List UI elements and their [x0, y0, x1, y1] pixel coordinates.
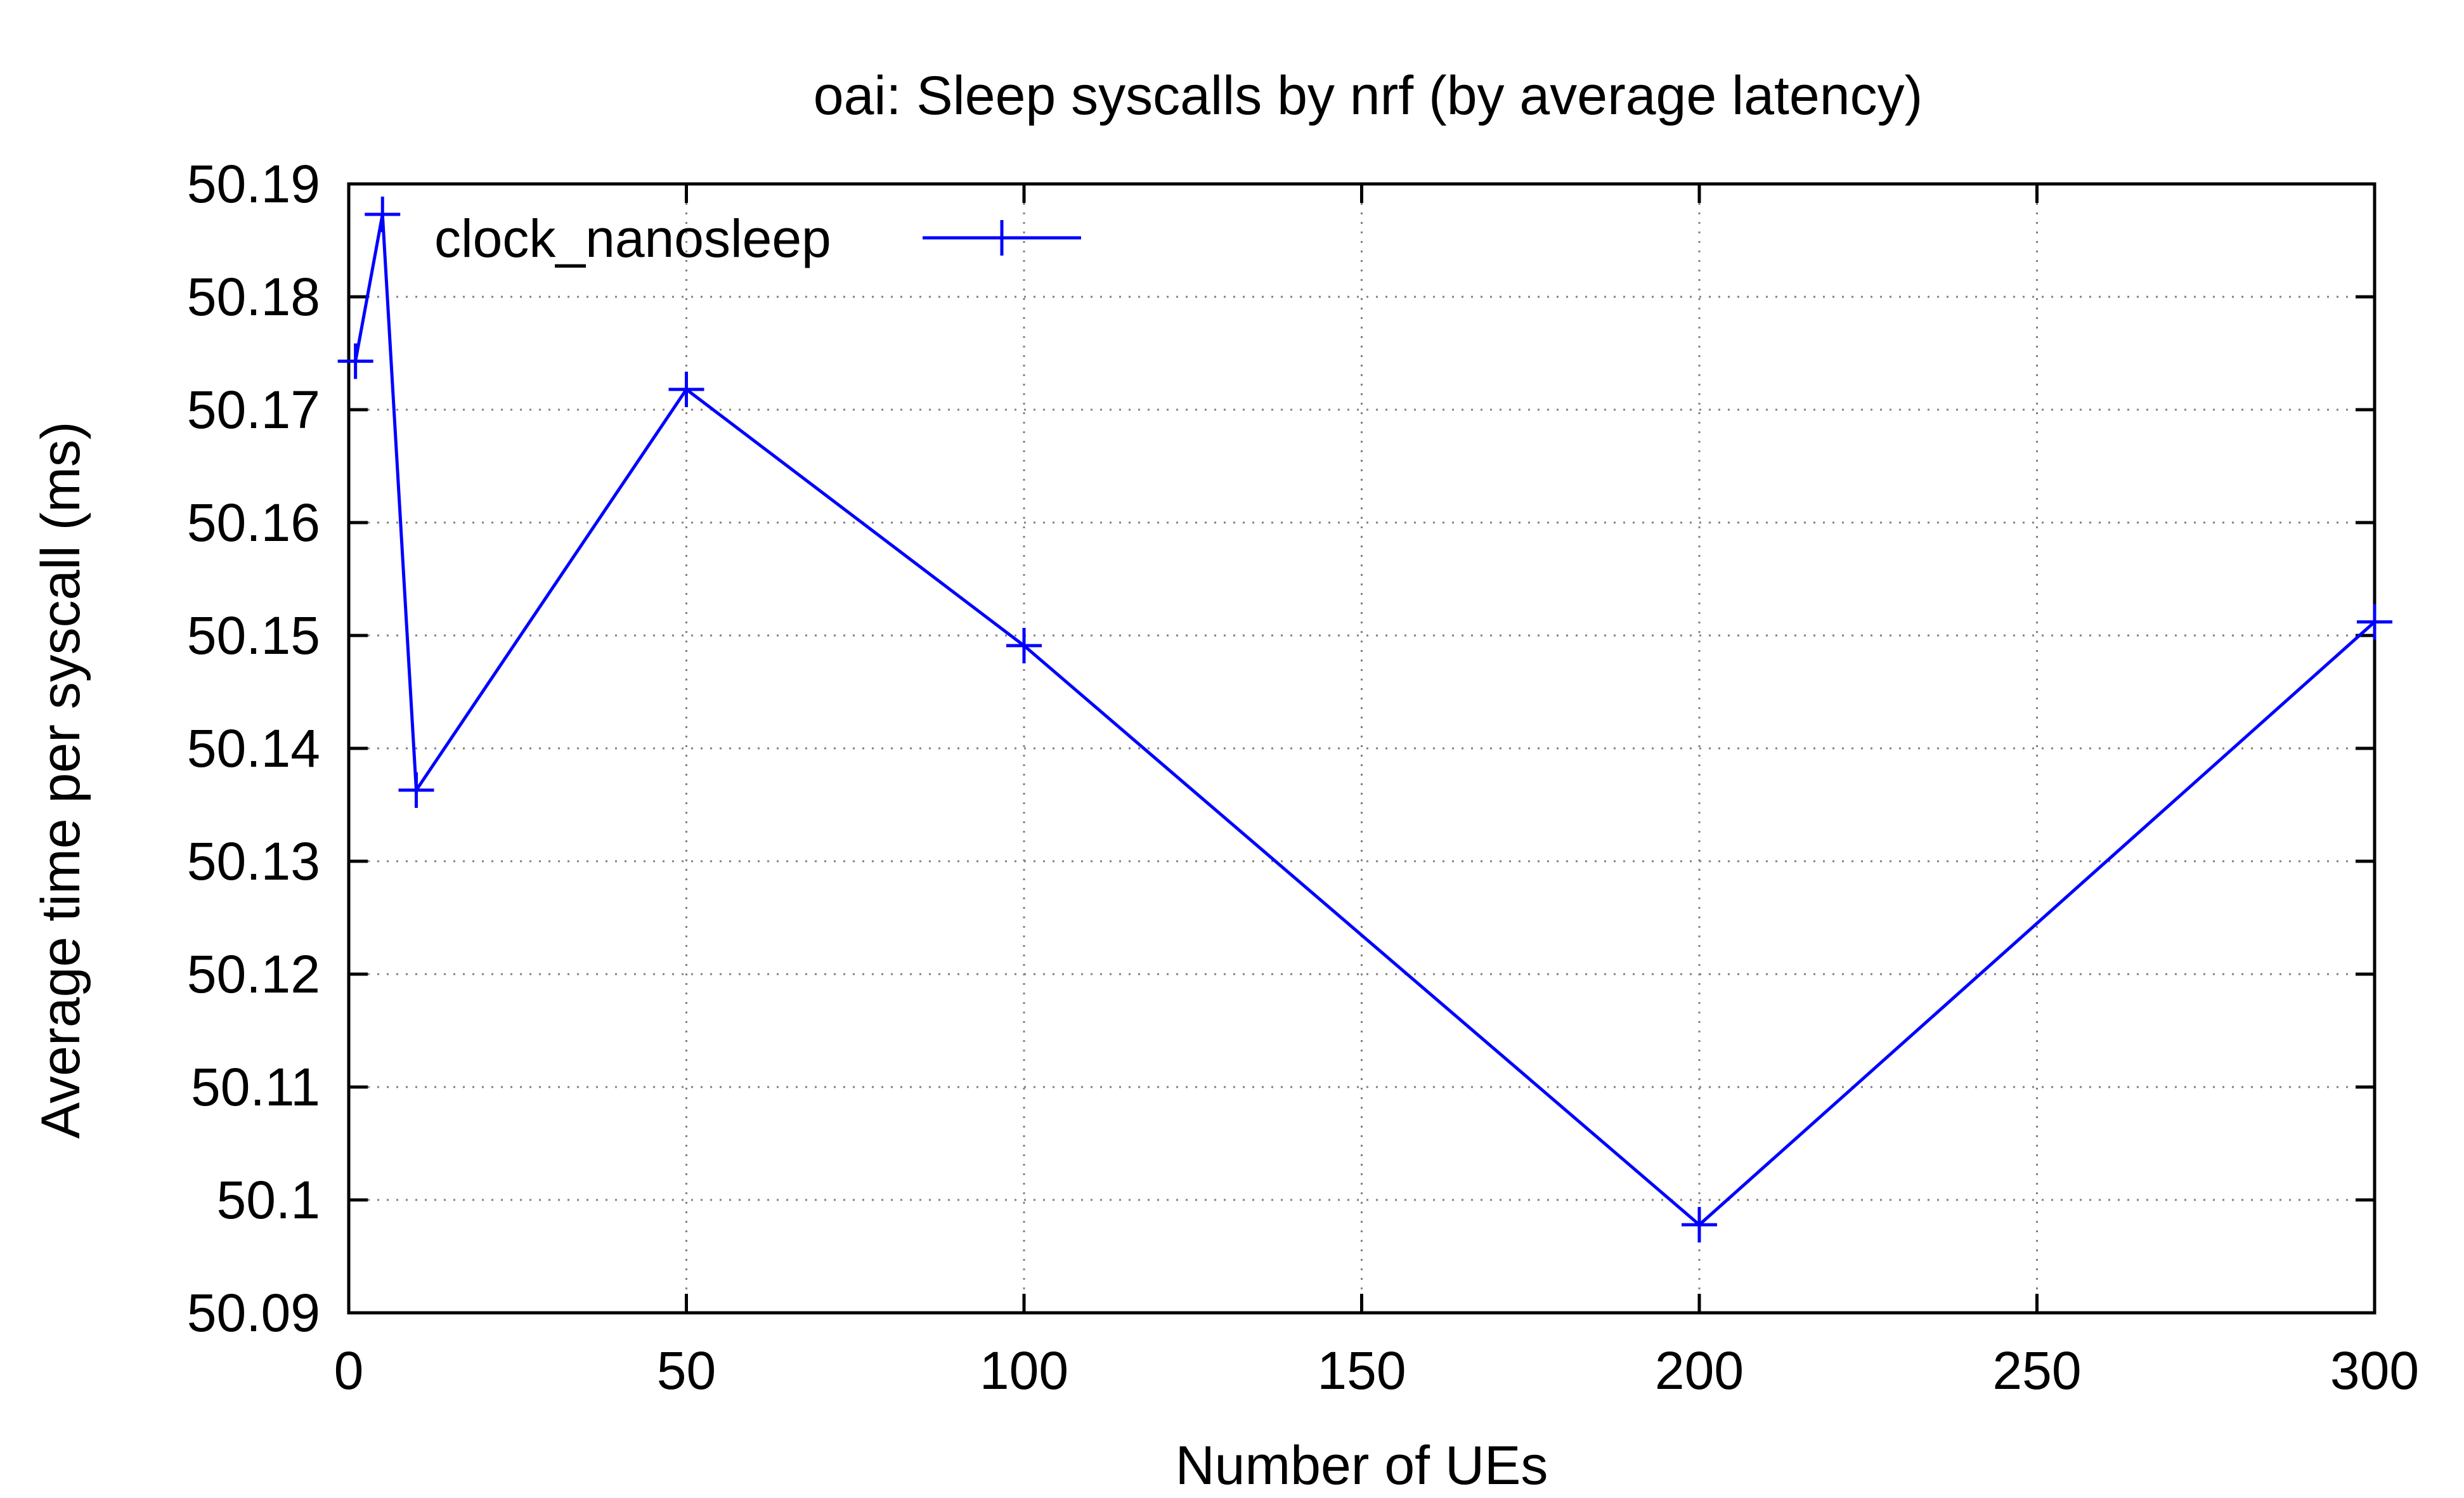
- data-point-marker: [398, 772, 434, 808]
- y-tick-label: 50.19: [187, 154, 320, 214]
- x-tick-label: 300: [2330, 1341, 2419, 1400]
- x-tick-label: 250: [1992, 1341, 2081, 1400]
- legend-plus-marker: [984, 220, 1020, 256]
- x-tick-label: 100: [980, 1341, 1068, 1400]
- data-point-marker: [365, 197, 401, 233]
- x-tick-label: 150: [1317, 1341, 1406, 1400]
- tick-labels: 50.09 50.1 50.11 50.12 50.13 50.14 50.15 50.16 5…: [187, 154, 2419, 1400]
- x-tick-label: 200: [1655, 1341, 1744, 1400]
- y-tick-label: 50.11: [191, 1057, 320, 1117]
- data-point-marker: [1682, 1207, 1717, 1243]
- y-tick-label: 50.15: [187, 606, 320, 665]
- y-tick-label: 50.09: [187, 1283, 320, 1343]
- data-point-marker: [668, 371, 704, 407]
- x-tick-label: 50: [657, 1341, 716, 1400]
- x-axis-label: Number of UEs: [1176, 1435, 1548, 1496]
- data-point-marker: [2357, 604, 2392, 640]
- x-tick-label: 0: [334, 1341, 364, 1400]
- y-tick-label: 50.17: [187, 380, 320, 440]
- data-point-marker: [337, 343, 373, 379]
- y-tick-label: 50.18: [187, 267, 320, 327]
- series-layer: [337, 197, 2392, 1243]
- y-tick-label: 50.14: [187, 719, 320, 778]
- y-axis-label: Average time per syscall (ms): [30, 421, 91, 1138]
- legend: clock_nanosleep: [434, 209, 1081, 268]
- plot-frame: [347, 182, 2376, 1315]
- y-tick-label: 50.16: [187, 493, 320, 552]
- legend-label-clock-nanosleep: clock_nanosleep: [434, 209, 831, 268]
- y-tick-label: 50.12: [187, 944, 320, 1004]
- y-tick-label: 50.1: [217, 1170, 321, 1230]
- chart-title: oai: Sleep syscalls by nrf (by average l…: [814, 65, 1923, 126]
- data-point-marker: [1006, 628, 1042, 664]
- y-tick-label: 50.13: [187, 831, 320, 891]
